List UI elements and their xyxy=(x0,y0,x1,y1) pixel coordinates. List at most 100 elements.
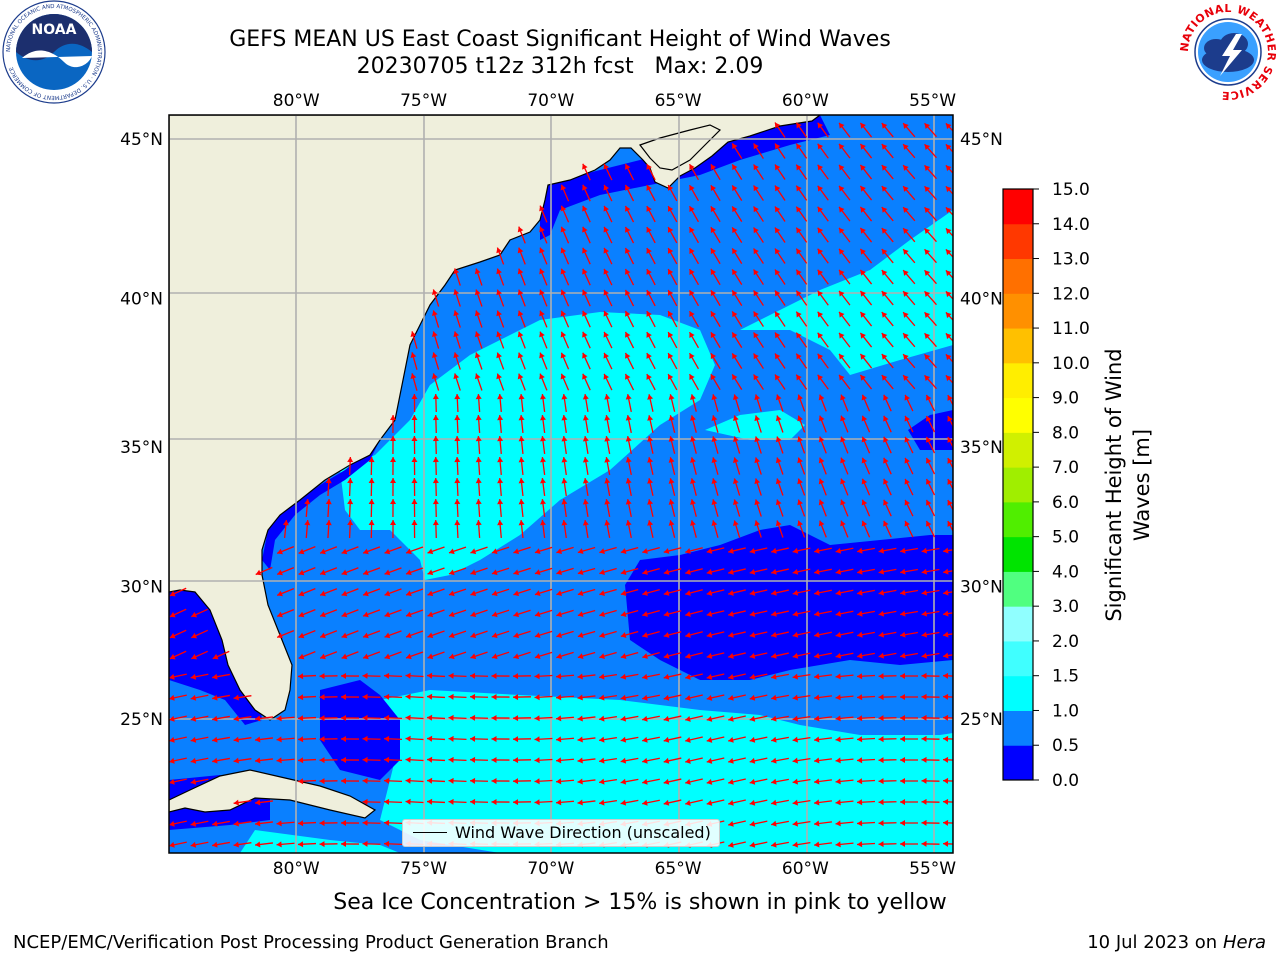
wave-arrow-head xyxy=(233,715,239,722)
wave-arrow-head xyxy=(857,736,863,743)
wave-arrow-head xyxy=(561,436,568,442)
wave-arrow-head xyxy=(921,735,927,742)
wave-arrow-head xyxy=(427,693,433,700)
wave-arrow-head xyxy=(835,610,842,617)
wave-arrow-head xyxy=(518,457,525,463)
wave-arrow-head xyxy=(710,374,717,381)
wave-arrow-head xyxy=(518,436,525,442)
wave-arrow-head xyxy=(840,457,846,464)
colorbar-swatch xyxy=(1003,640,1033,677)
lat-tick-label-right: 45°N xyxy=(960,130,1003,150)
wave-arrow-head xyxy=(470,756,476,763)
wave-arrow-head xyxy=(470,798,476,805)
wave-arrow-head xyxy=(904,478,910,485)
wave-arrow-head xyxy=(881,312,888,318)
wave-arrow-head xyxy=(667,332,674,338)
wave-arrow-head xyxy=(797,478,803,485)
wave-arrow-head xyxy=(817,164,824,171)
wave-arrow-head xyxy=(792,820,799,827)
wave-arrow-head xyxy=(625,373,631,380)
wave-arrow-head xyxy=(690,457,696,463)
wave-arrow-head xyxy=(774,374,781,381)
wave-arrow-head xyxy=(668,415,675,421)
wave-arrow-head xyxy=(728,694,734,701)
wave-arrow-head xyxy=(603,310,609,317)
wave-arrow-head xyxy=(749,631,756,638)
wave-arrow-head xyxy=(625,226,631,233)
wave-arrow-head xyxy=(668,478,675,484)
wave-arrow-head xyxy=(706,778,713,785)
wave-arrow-head xyxy=(319,757,325,764)
wave-arrow-head xyxy=(947,458,953,464)
wave-arrow-head xyxy=(432,478,439,484)
wave-arrow-head xyxy=(491,590,498,597)
wave-arrow-head xyxy=(839,290,845,297)
colorbar-tick-label: 7.0 xyxy=(1052,458,1079,478)
wave-arrow-head xyxy=(921,714,927,721)
wave-arrow-head xyxy=(943,652,949,659)
wave-arrow-head xyxy=(582,394,589,400)
wave-arrow-head xyxy=(470,777,476,784)
wave-arrow-head xyxy=(603,205,609,212)
colorbar-tick-label: 8.0 xyxy=(1052,423,1079,443)
wave-arrow-head xyxy=(690,394,696,400)
wave-arrow-head xyxy=(903,144,909,150)
wave-arrow-head xyxy=(753,206,759,213)
wave-arrow-head xyxy=(943,777,949,784)
lon-tick-label-top: 55°W xyxy=(909,91,956,111)
wave-arrow-head xyxy=(878,841,884,848)
wave-arrow-head xyxy=(582,205,588,212)
wave-arrow-head xyxy=(496,331,502,338)
wave-arrow-head xyxy=(276,841,282,848)
wave-arrow-head xyxy=(881,186,888,192)
wave-arrow-head xyxy=(363,548,369,555)
wave-arrow-head xyxy=(582,268,588,275)
wave-arrow-head xyxy=(517,373,524,380)
wave-arrow-head xyxy=(771,610,777,617)
wave-arrow-head xyxy=(470,590,477,597)
wave-arrow-head xyxy=(771,673,777,680)
wave-direction-arrows xyxy=(169,122,953,848)
wave-arrow-head xyxy=(728,547,734,554)
wave-arrow-head xyxy=(304,520,311,526)
wave-arrow-head xyxy=(362,840,368,847)
wave-arrow-head xyxy=(603,352,609,359)
wave-arrow-head xyxy=(560,289,567,296)
wave-arrow-head xyxy=(470,693,476,700)
wave-arrow-head xyxy=(753,290,759,297)
wave-arrow-head xyxy=(513,611,520,618)
wave-arrow-head xyxy=(878,757,884,764)
wave-arrow-head xyxy=(276,757,282,764)
wave-arrow-head xyxy=(556,799,562,806)
lon-tick-label-top: 60°W xyxy=(782,91,829,111)
wave-arrow-head xyxy=(534,673,540,680)
wave-arrow-head xyxy=(814,820,820,827)
wave-arrow-head xyxy=(496,310,502,317)
wave-arrow-head xyxy=(861,415,868,422)
wave-arrow-head xyxy=(797,499,803,506)
colorbar-swatch xyxy=(1003,467,1033,503)
colorbar-swatch xyxy=(1003,397,1033,433)
wave-arrow-head xyxy=(945,291,952,298)
lon-ticks-top: 80°W 75°W 70°W 65°W 60°W 55°W xyxy=(273,91,956,111)
wave-arrow-head xyxy=(881,228,888,234)
wave-arrow-head xyxy=(900,568,906,575)
wave-arrow-head xyxy=(835,694,841,701)
zone-cyan-east xyxy=(705,410,805,440)
wave-arrow-head xyxy=(319,778,325,785)
wave-zones-light xyxy=(240,210,953,853)
wave-arrow-head xyxy=(454,436,461,442)
wave-arrow-head xyxy=(560,352,567,359)
wave-arrow-head xyxy=(475,436,482,442)
wave-arrow-head xyxy=(689,206,695,213)
zone-blue-se xyxy=(908,410,953,450)
wave-arrow-head xyxy=(534,632,541,639)
colorbar-swatch xyxy=(1003,328,1033,364)
wave-arrow-head xyxy=(685,569,691,575)
wave-arrow-head xyxy=(454,457,461,463)
wave-arrow-head xyxy=(646,248,652,254)
wave-arrow-head xyxy=(362,693,368,700)
wave-arrow-head xyxy=(689,290,695,297)
wave-arrow-head xyxy=(921,547,928,554)
wave-arrow-head xyxy=(685,611,691,617)
